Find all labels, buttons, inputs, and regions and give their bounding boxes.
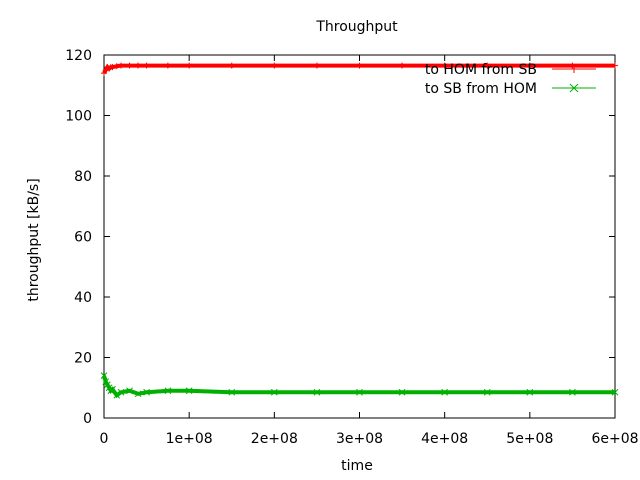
chart-title: Throughput <box>315 19 398 35</box>
y-tick-label: 80 <box>74 169 92 185</box>
data-point <box>483 388 491 396</box>
x-tick-label: 6e+08 <box>591 431 638 447</box>
x-tick-label: 3e+08 <box>336 431 383 447</box>
x-tick-label: 4e+08 <box>421 431 468 447</box>
data-point <box>105 384 113 392</box>
data-point <box>126 387 133 395</box>
data-point <box>228 388 236 396</box>
data-point <box>611 388 619 396</box>
x-tick-label: 1e+08 <box>166 431 213 447</box>
data-point <box>113 391 121 399</box>
data-point <box>569 388 576 396</box>
data-point <box>104 381 111 389</box>
y-tick-label: 20 <box>74 351 92 367</box>
data-point <box>109 385 116 393</box>
data-point <box>117 388 125 396</box>
x-axis-label: time <box>341 458 373 474</box>
plot-frame <box>103 54 616 419</box>
y-axis-label: throughput [kB/s] <box>26 178 42 301</box>
x-tick-label: 2e+08 <box>251 431 298 447</box>
data-point <box>356 388 363 396</box>
data-point <box>526 388 534 396</box>
legend-marker <box>569 83 579 93</box>
series-2 <box>100 372 619 399</box>
y-axis: 0 20 40 60 80 100 120 <box>65 48 615 427</box>
data-point <box>185 387 193 395</box>
data-point <box>270 388 278 396</box>
legend: to HOM from SB to SB from HOM <box>425 62 596 97</box>
x-tick-label: 0 <box>100 431 109 447</box>
y-tick-label: 120 <box>65 48 92 64</box>
x-axis: 0 1e+08 2e+08 3e+08 4e+08 5e+08 6e+08 <box>100 55 639 447</box>
plot-area <box>103 54 616 419</box>
data-point <box>398 388 406 396</box>
legend-label: to HOM from SB <box>425 62 537 78</box>
legend-label: to SB from HOM <box>425 81 537 97</box>
series-layer <box>100 62 619 399</box>
y-tick-label: 0 <box>83 411 92 427</box>
data-point <box>102 378 110 386</box>
y-tick-label: 40 <box>74 290 92 306</box>
data-point <box>134 390 142 398</box>
data-point <box>143 388 150 396</box>
data-point <box>313 388 321 396</box>
data-point <box>100 372 108 380</box>
data-point <box>441 388 449 396</box>
x-tick-label: 5e+08 <box>506 431 553 447</box>
data-point <box>164 387 172 395</box>
series-1 <box>101 62 618 77</box>
y-tick-label: 100 <box>65 109 92 125</box>
y-tick-label: 60 <box>74 230 92 246</box>
